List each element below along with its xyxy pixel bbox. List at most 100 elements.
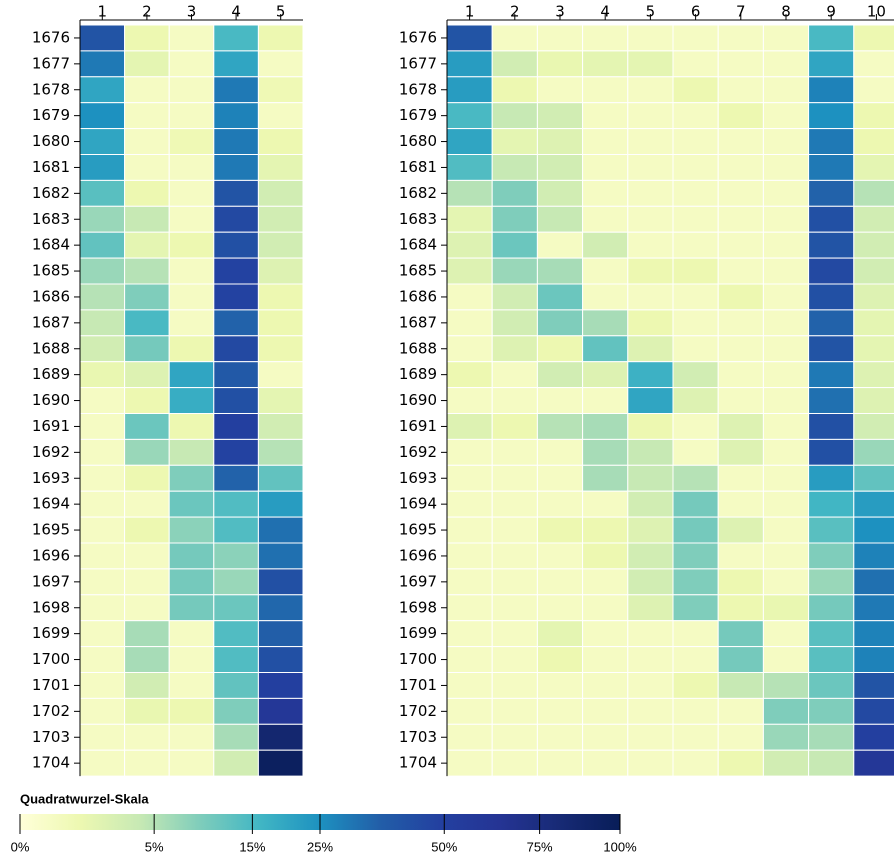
x-tick-label: 9 bbox=[826, 3, 836, 21]
heat-cell bbox=[446, 749, 493, 777]
heat-cell bbox=[124, 154, 170, 181]
heat-cell bbox=[627, 646, 674, 673]
heat-cell bbox=[213, 464, 259, 492]
y-tick-label: 1683 bbox=[32, 210, 70, 228]
heat-cell bbox=[672, 179, 719, 207]
heat-cell bbox=[446, 231, 493, 259]
heat-cell bbox=[627, 231, 674, 259]
heat-cell bbox=[446, 672, 493, 699]
y-tick-label: 1676 bbox=[399, 28, 437, 46]
y-tick-label: 1698 bbox=[399, 598, 437, 616]
heat-cell bbox=[853, 594, 894, 622]
heat-cell bbox=[627, 387, 674, 415]
heat-cell bbox=[762, 413, 810, 440]
heat-cell bbox=[446, 154, 493, 181]
heat-cell bbox=[213, 309, 259, 337]
heat-cell bbox=[257, 335, 304, 363]
y-tick-label: 1676 bbox=[32, 28, 70, 46]
heat-cell bbox=[717, 257, 764, 285]
y-tick-label: 1683 bbox=[399, 210, 437, 228]
heat-cell bbox=[491, 24, 538, 52]
heat-cell bbox=[808, 309, 855, 337]
heat-cell bbox=[717, 672, 764, 699]
heat-cell bbox=[672, 620, 719, 648]
heat-cell bbox=[168, 568, 215, 596]
heat-cell bbox=[672, 309, 719, 337]
y-tick-label: 1686 bbox=[399, 287, 437, 305]
heat-cell bbox=[627, 438, 674, 466]
heat-cell bbox=[672, 205, 719, 233]
heat-cell bbox=[762, 542, 810, 570]
y-tick-label: 1681 bbox=[32, 158, 70, 176]
heat-cell bbox=[446, 24, 493, 52]
heat-cell bbox=[672, 231, 719, 259]
heat-cell bbox=[808, 179, 855, 207]
y-tick-label: 1692 bbox=[32, 443, 70, 461]
heat-cell bbox=[717, 24, 764, 52]
heat-cell bbox=[853, 697, 894, 725]
heat-cell bbox=[762, 205, 810, 233]
heat-cell bbox=[124, 490, 170, 518]
heat-cell bbox=[808, 723, 855, 751]
heat-cell bbox=[168, 128, 215, 156]
heat-cell bbox=[717, 438, 764, 466]
heat-cell bbox=[124, 179, 170, 207]
heat-cell bbox=[491, 309, 538, 337]
y-tick-label: 1685 bbox=[32, 262, 70, 280]
heat-cell bbox=[79, 438, 126, 466]
y-tick-label: 1686 bbox=[32, 287, 70, 305]
heat-cell bbox=[762, 361, 810, 389]
y-tick-label: 1696 bbox=[399, 546, 437, 564]
heat-cell bbox=[79, 179, 126, 207]
heat-cell bbox=[124, 231, 170, 259]
heat-cell bbox=[808, 646, 855, 673]
heat-cell bbox=[672, 361, 719, 389]
heat-cell bbox=[491, 542, 538, 570]
heat-cell bbox=[257, 257, 304, 285]
heat-cell bbox=[168, 50, 215, 78]
heat-cell bbox=[762, 231, 810, 259]
heat-cell bbox=[213, 205, 259, 233]
heat-cell bbox=[257, 361, 304, 389]
heat-cell bbox=[582, 231, 629, 259]
x-tick-label: 2 bbox=[142, 3, 152, 21]
x-tick-label: 1 bbox=[465, 3, 475, 21]
heat-cell bbox=[446, 490, 493, 518]
x-tick-label: 10 bbox=[867, 3, 886, 21]
heat-cell bbox=[168, 102, 215, 130]
heat-cell bbox=[717, 309, 764, 337]
heat-cell bbox=[717, 568, 764, 596]
heat-cell bbox=[168, 231, 215, 259]
heat-cell bbox=[582, 620, 629, 648]
heat-cell bbox=[491, 231, 538, 259]
heat-cell bbox=[717, 723, 764, 751]
heat-cell bbox=[627, 464, 674, 492]
heat-cell bbox=[168, 24, 215, 52]
heat-cell bbox=[762, 723, 810, 751]
heat-cell bbox=[79, 50, 126, 78]
heat-cell bbox=[762, 50, 810, 78]
heat-cell bbox=[536, 154, 584, 181]
heat-cell bbox=[672, 24, 719, 52]
heat-cell bbox=[627, 24, 674, 52]
heat-cell bbox=[257, 179, 304, 207]
heat-cell bbox=[853, 672, 894, 699]
x-tick-label: 5 bbox=[646, 3, 656, 21]
heat-cell bbox=[446, 205, 493, 233]
heat-cell bbox=[853, 24, 894, 52]
heat-cell bbox=[79, 568, 126, 596]
heat-cell bbox=[79, 413, 126, 440]
heat-cell bbox=[124, 749, 170, 777]
heat-cell bbox=[582, 128, 629, 156]
heat-cell bbox=[717, 749, 764, 777]
heat-cell bbox=[582, 749, 629, 777]
heat-cell bbox=[582, 257, 629, 285]
y-tick-label: 1695 bbox=[32, 521, 70, 539]
heat-cell bbox=[853, 231, 894, 259]
heat-cell bbox=[808, 50, 855, 78]
heat-cell bbox=[853, 568, 894, 596]
heat-cell bbox=[808, 361, 855, 389]
heat-cell bbox=[717, 413, 764, 440]
heat-cell bbox=[257, 102, 304, 130]
heat-cell bbox=[853, 542, 894, 570]
